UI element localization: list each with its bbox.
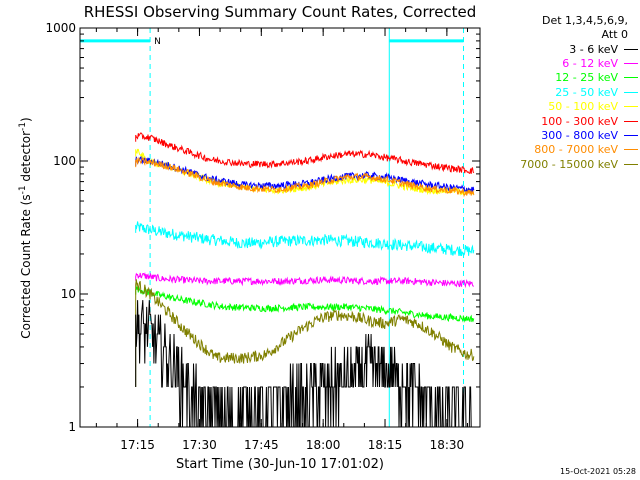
x-tick-label: 18:30 (430, 438, 465, 452)
axes-layer: 1 10 100 1000 17:15 17:30 17:45 18:00 18:15 18:30 (45, 21, 480, 452)
plot-frame (79, 27, 481, 428)
legend-entry: 300 - 800 keV (482, 128, 638, 142)
series-line (135, 300, 474, 428)
legend-entry-label: 7000 - 15000 keV (520, 157, 618, 171)
legend-entry: 50 - 100 keV (482, 100, 638, 114)
legend: Det 1,3,4,5,6,9, Att 0 3 - 6 keV 6 - 12 k… (482, 14, 638, 172)
x-tick-label: 17:30 (182, 438, 217, 452)
y-tick-label: 100 (53, 154, 76, 168)
legend-entry-label: 800 - 7000 keV (534, 143, 618, 157)
legend-swatch (624, 48, 638, 50)
generated-timestamp: 15-Oct-2021 05:28 (560, 467, 636, 476)
series-line (135, 279, 475, 387)
observing-flags: N (80, 28, 465, 427)
y-tick-label: 10 (61, 287, 76, 301)
y-axis-label-sup1: -1 (18, 185, 28, 194)
legend-entry-label: 100 - 300 keV (541, 114, 618, 128)
legend-entry: 3 - 6 keV (482, 42, 638, 56)
y-tick-label: 1000 (45, 21, 76, 35)
legend-swatch (624, 163, 638, 165)
legend-entry-label: 12 - 25 keV (555, 71, 618, 85)
legend-entry: 100 - 300 keV (482, 114, 638, 128)
x-tick-label: 18:15 (368, 438, 403, 452)
legend-entry: 12 - 25 keV (482, 71, 638, 85)
series-line (135, 156, 475, 198)
x-tick-label: 17:15 (120, 438, 155, 452)
series-line (135, 272, 474, 289)
y-tick-label: 1 (68, 420, 76, 434)
legend-swatch (624, 91, 638, 93)
legend-swatch (624, 135, 638, 137)
legend-entry-label: 25 - 50 keV (555, 85, 618, 99)
series-line (135, 221, 475, 257)
legend-swatch (624, 77, 638, 79)
y-axis-label-mid: detector (19, 131, 33, 186)
legend-entry-label: 300 - 800 keV (541, 129, 618, 143)
x-tick-label: 17:45 (244, 438, 279, 452)
chart-title: RHESSI Observing Summary Count Rates, Co… (84, 3, 477, 21)
series-line (135, 286, 475, 323)
legend-entry-label: 3 - 6 keV (569, 42, 618, 56)
legend-entry-label: 6 - 12 keV (562, 57, 618, 71)
legend-entries: 3 - 6 keV 6 - 12 keV 12 - 25 keV 25 - 50 ke… (482, 42, 638, 172)
y-axis-label: Corrected Count Rate (s-1 detector-1) (18, 117, 33, 338)
series-layer (135, 132, 475, 428)
legend-swatch (624, 106, 638, 108)
legend-swatch (624, 120, 638, 122)
legend-detectors: Det 1,3,4,5,6,9, (541, 14, 628, 27)
y-axis-label-sup2: -1 (18, 122, 28, 131)
y-axis-label-post: ) (19, 117, 33, 122)
legend-entry: 6 - 12 keV (482, 56, 638, 70)
legend-entry: 800 - 7000 keV (482, 143, 638, 157)
legend-swatch (624, 63, 638, 65)
legend-swatch (624, 149, 638, 151)
legend-entry: 25 - 50 keV (482, 85, 638, 99)
x-tick-label: 18:00 (306, 438, 341, 452)
legend-entry-label: 50 - 100 keV (548, 100, 618, 114)
series-line (135, 132, 475, 175)
y-axis-label-pre: Corrected Count Rate (s (19, 194, 33, 338)
x-axis-label: Start Time (30-Jun-10 17:01:02) (176, 457, 384, 472)
flag-label: N (154, 37, 161, 47)
legend-attenuator: Att 0 (601, 28, 628, 41)
legend-entry: 7000 - 15000 keV (482, 157, 638, 171)
